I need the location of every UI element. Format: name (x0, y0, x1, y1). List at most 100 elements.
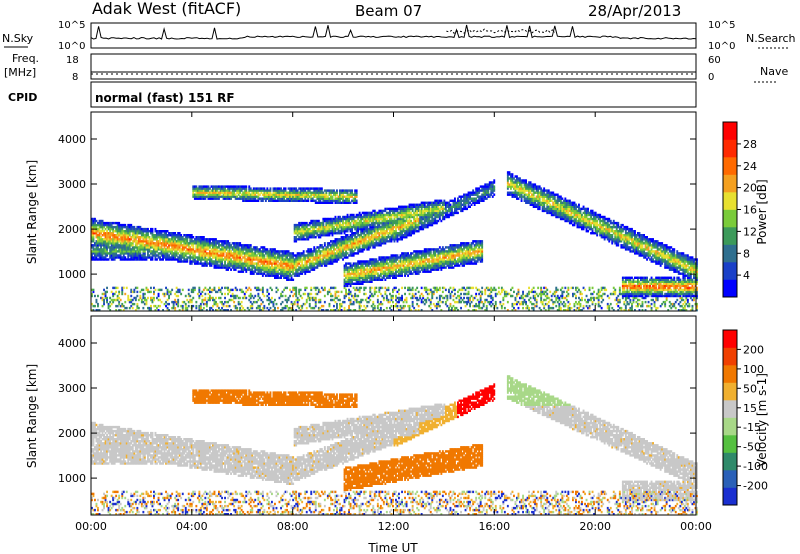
power-cell (316, 227, 319, 231)
power-cell (385, 238, 388, 241)
power-cell (381, 213, 384, 217)
power-cell (254, 187, 257, 190)
power-cell (246, 199, 249, 202)
power-cell (376, 242, 379, 245)
power-cell (121, 252, 124, 255)
power-cell (189, 254, 192, 257)
power-cell (287, 197, 290, 200)
noise-tick-bottom-right: 10^0 (708, 41, 735, 52)
power-cell (354, 240, 357, 243)
power-cell (168, 234, 170, 237)
power-cell (343, 256, 346, 259)
power-cell (349, 274, 352, 277)
power-cell (207, 238, 210, 241)
power-cell (313, 298, 316, 302)
power-cell (313, 286, 316, 290)
power-cell (396, 236, 399, 239)
power-cell (98, 254, 101, 257)
power-cell (280, 274, 282, 277)
power-cell (319, 195, 322, 198)
power-cell (168, 250, 170, 253)
power-cell (245, 197, 248, 200)
power-cell (212, 240, 214, 243)
power-cell (272, 248, 275, 251)
power-cell (349, 234, 352, 237)
power-cell (366, 276, 369, 279)
power-cell (396, 221, 399, 225)
power-cell (311, 236, 314, 239)
power-cell (221, 254, 223, 257)
power-cell (337, 248, 340, 251)
power-cell (355, 278, 358, 281)
power-cell (305, 250, 308, 253)
power-cell (319, 306, 322, 310)
power-cell (399, 264, 402, 267)
power-cell (101, 230, 104, 233)
power-cell (268, 274, 270, 277)
power-cell (314, 256, 317, 259)
power-cell (336, 302, 338, 306)
power-cell (215, 258, 217, 261)
power-cell (213, 195, 216, 198)
power-cell (249, 288, 252, 292)
power-cell (140, 230, 143, 233)
power-cell (163, 248, 166, 251)
power-cell (128, 230, 131, 233)
power-cell (113, 238, 116, 241)
power-cell (340, 248, 343, 251)
power-cell (331, 197, 334, 200)
freq-label-2: [MHz] (4, 66, 36, 79)
power-cell (281, 309, 284, 312)
power-cell (358, 213, 361, 217)
power-cell (222, 189, 225, 192)
power-cell (354, 223, 357, 227)
power-cell (136, 246, 139, 249)
power-cell (378, 232, 381, 235)
power-cell (115, 250, 118, 253)
power-cell (266, 187, 269, 190)
power-cell (354, 221, 357, 225)
power-cell (263, 270, 266, 273)
power-cell (293, 268, 296, 271)
power-cell (134, 252, 137, 255)
power-cell (255, 286, 258, 290)
power-cell (127, 256, 130, 259)
power-cell (177, 236, 180, 239)
power-cell (334, 227, 337, 231)
power-cell (376, 262, 379, 265)
power-cell (331, 230, 334, 233)
power-cell (304, 258, 307, 261)
power-cell (363, 272, 366, 275)
power-cell (122, 244, 125, 247)
power-cell (395, 264, 397, 267)
power-cell (225, 309, 228, 312)
power-cell (142, 254, 145, 257)
power-cell (171, 258, 174, 261)
power-cell (387, 234, 390, 237)
power-cell (258, 309, 261, 312)
power-cell (91, 250, 93, 253)
power-cell (225, 242, 228, 245)
power-cell (308, 234, 311, 237)
power-cell (399, 225, 402, 229)
power-cell (103, 288, 105, 292)
power-cell (301, 234, 304, 237)
power-cell (166, 309, 169, 312)
power-cell (266, 252, 269, 255)
power-cell (345, 276, 347, 279)
power-cell (325, 221, 328, 225)
power-cell (231, 246, 234, 249)
power-cell (369, 298, 372, 302)
power-cell (91, 294, 93, 298)
power-cell (266, 189, 269, 192)
power-cell (101, 258, 104, 261)
power-cell (363, 270, 366, 273)
power-cell (323, 294, 326, 298)
power-cell (246, 288, 249, 292)
power-cell (106, 298, 108, 302)
power-cell (355, 276, 358, 279)
power-cell (121, 250, 124, 253)
power-cell (396, 240, 399, 243)
power-cell (316, 260, 319, 263)
power-cell (348, 217, 350, 221)
